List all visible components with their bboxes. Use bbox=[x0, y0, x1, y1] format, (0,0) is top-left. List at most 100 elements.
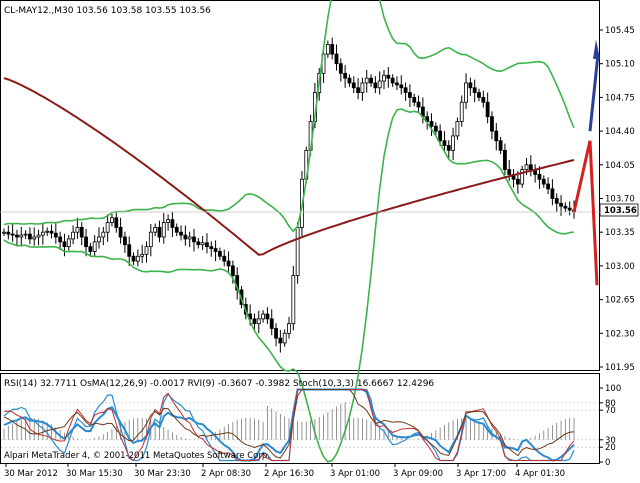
candle-body bbox=[58, 236, 63, 243]
candle-body bbox=[53, 232, 58, 238]
candle-body bbox=[101, 231, 106, 238]
time-axis: 30 Mar 2012 30 Mar 15:30 30 Mar 23:30 2 Apr… bbox=[4, 463, 565, 479]
candle-body bbox=[282, 332, 287, 344]
candle-body bbox=[97, 236, 101, 243]
price-tick-label: 104.05 bbox=[605, 161, 635, 171]
candle-body bbox=[451, 135, 455, 151]
candle-body bbox=[226, 260, 231, 267]
candle-body bbox=[515, 178, 520, 185]
price-tick-label: 101.95 bbox=[605, 363, 635, 373]
candle-body bbox=[287, 323, 291, 334]
candle-body bbox=[373, 82, 378, 89]
candle-body bbox=[174, 226, 179, 233]
candle-body bbox=[45, 230, 50, 233]
candle-body bbox=[347, 77, 352, 84]
time-tick-label: 4 Apr 01:30 bbox=[515, 469, 565, 479]
candle-body bbox=[127, 244, 132, 257]
candle-body bbox=[559, 202, 563, 207]
candle-body bbox=[490, 116, 494, 132]
main-header: CL-MAY12.,M30 103.56 103.58 103.55 103.5… bbox=[4, 6, 211, 16]
candle-body bbox=[334, 53, 339, 65]
candle-body bbox=[295, 226, 300, 276]
candle-body bbox=[438, 130, 443, 142]
candle-body bbox=[416, 101, 421, 108]
candle-body bbox=[218, 251, 222, 257]
candle-body bbox=[252, 318, 257, 325]
candle-body bbox=[382, 74, 386, 82]
sub-header: RSI(14) 32.7711 OsMA(12,26,9) -0.0017 RV… bbox=[4, 379, 434, 389]
candle-body bbox=[213, 248, 218, 252]
bollinger-upper-line bbox=[3, 0, 575, 233]
price-tick-label: 103.70 bbox=[605, 195, 635, 205]
candle-body bbox=[464, 82, 468, 103]
candle-body bbox=[192, 236, 196, 243]
candle-body bbox=[520, 169, 525, 185]
candle-body bbox=[395, 82, 399, 86]
candle-body bbox=[364, 77, 369, 84]
candle-body bbox=[330, 44, 335, 55]
time-tick-label: 3 Apr 17:00 bbox=[456, 469, 506, 479]
price-tick-label: 103.00 bbox=[605, 262, 635, 272]
candle-body bbox=[563, 205, 568, 209]
candle-body bbox=[554, 198, 559, 204]
watermark: Alpari MetaTrader 4, © 2001-2011 MetaQuo… bbox=[4, 451, 270, 461]
candle-body bbox=[498, 140, 503, 151]
candle-body bbox=[390, 77, 395, 84]
candle-body bbox=[408, 92, 412, 98]
candle-body bbox=[541, 178, 546, 185]
candle-body bbox=[291, 275, 296, 325]
candle-body bbox=[278, 337, 283, 344]
candle-body bbox=[230, 265, 235, 276]
indicator-tick-label: 100 bbox=[605, 384, 621, 394]
price-tick-label: 105.10 bbox=[605, 60, 635, 70]
candle-body bbox=[494, 130, 499, 142]
candle-body bbox=[36, 234, 41, 238]
candle-body bbox=[433, 125, 438, 132]
candle-body bbox=[135, 255, 140, 262]
candle-body bbox=[222, 255, 227, 262]
forecast-up-arrow bbox=[588, 53, 600, 132]
candle-body bbox=[468, 82, 473, 89]
candle-body bbox=[537, 174, 542, 180]
main-chart-frame bbox=[0, 0, 600, 371]
price-tick-label: 102.65 bbox=[605, 296, 635, 306]
time-tick-label: 30 Mar 2012 bbox=[4, 469, 58, 479]
time-tick-label: 30 Mar 23:30 bbox=[134, 469, 191, 479]
candle-body bbox=[23, 233, 28, 236]
price-tick-label: 105.45 bbox=[605, 26, 635, 36]
candle-body bbox=[356, 87, 360, 93]
candle-body bbox=[503, 149, 507, 171]
price-tick-label: 104.75 bbox=[605, 93, 635, 103]
stochastic-signal-line bbox=[3, 389, 575, 462]
candle-body bbox=[209, 246, 214, 249]
candle-body bbox=[157, 226, 162, 238]
time-tick-label: 2 Apr 08:30 bbox=[201, 469, 251, 479]
forecast-down-arrow bbox=[588, 140, 599, 286]
candle-body bbox=[40, 231, 45, 236]
time-tick-label: 2 Apr 16:30 bbox=[264, 469, 314, 479]
candle-body bbox=[261, 313, 265, 320]
candle-body bbox=[550, 188, 555, 199]
candle-body bbox=[161, 222, 166, 238]
candle-body bbox=[429, 121, 434, 127]
candle-body bbox=[442, 140, 447, 146]
candle-body bbox=[265, 313, 270, 320]
candle-body bbox=[481, 97, 486, 103]
indicator-tick-label: 70 bbox=[605, 406, 616, 416]
candle-body bbox=[19, 234, 24, 238]
candle-body bbox=[15, 234, 19, 238]
candle-body bbox=[49, 230, 54, 234]
rsi-line bbox=[3, 388, 575, 462]
candle-body bbox=[88, 246, 93, 252]
candle-body bbox=[183, 234, 188, 240]
candle-body bbox=[528, 164, 533, 171]
sub-plot-area[interactable] bbox=[1, 388, 599, 462]
candle-body bbox=[32, 236, 37, 240]
candle-body bbox=[179, 231, 183, 236]
candle-body bbox=[28, 233, 32, 240]
candle-body bbox=[343, 72, 348, 79]
main-plot-area[interactable] bbox=[0, 0, 600, 463]
